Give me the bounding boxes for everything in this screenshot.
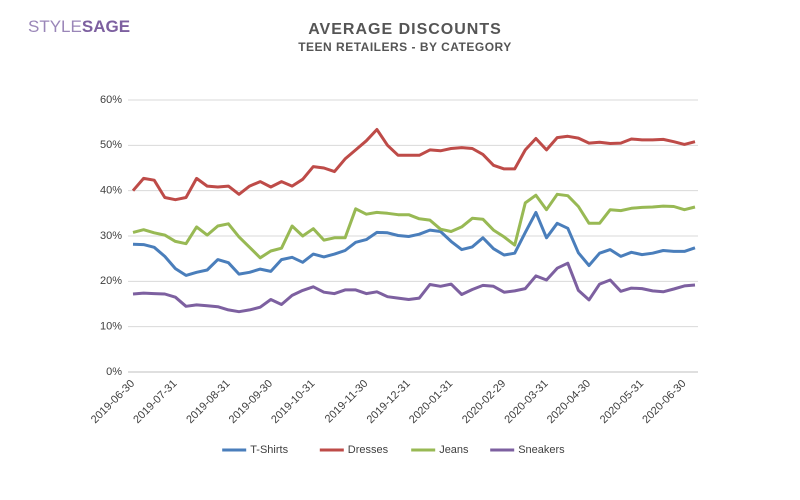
chart-title: AVERAGE DISCOUNTS <box>308 21 502 38</box>
x-tick-label: 2019-12-31 <box>365 378 413 426</box>
x-tick-label: 2020-03-31 <box>502 378 550 426</box>
x-tick-label: 2019-11-30 <box>323 378 371 426</box>
logo-part: STYLE <box>28 17 82 36</box>
logo: STYLESAGE <box>28 17 130 36</box>
x-tick-label: 2019-07-31 <box>131 378 179 426</box>
x-tick-label: 2020-02-29 <box>460 378 508 426</box>
x-tick-label: 2020-05-31 <box>598 378 646 426</box>
series-line <box>132 192 696 260</box>
y-tick-label: 20% <box>100 275 122 287</box>
x-tick-label: 2019-10-31 <box>269 378 317 426</box>
legend-label: Sneakers <box>518 444 565 456</box>
logo-part: SAGE <box>82 17 130 36</box>
series-line <box>131 128 696 202</box>
y-tick-label: 30% <box>100 230 122 242</box>
legend-label: Dresses <box>348 444 389 456</box>
x-tick-label: 2019-09-30 <box>227 378 275 426</box>
y-tick-label: 40% <box>100 185 122 197</box>
legend-label: Jeans <box>439 444 469 456</box>
chart-subtitle: TEEN RETAILERS - BY CATEGORY <box>298 40 512 54</box>
y-tick-label: 0% <box>106 366 122 378</box>
x-tick-label: 2020-04-30 <box>545 378 593 426</box>
y-tick-label: 60% <box>100 94 122 106</box>
x-tick-label: 2020-06-30 <box>640 378 688 426</box>
x-tick-label: 2020-01-31 <box>407 378 455 426</box>
x-tick-label: 2019-08-31 <box>184 378 232 426</box>
legend-label: T-Shirts <box>250 444 288 456</box>
series-line <box>132 210 696 277</box>
x-tick-label: 2019-06-30 <box>89 378 137 426</box>
y-tick-label: 10% <box>100 321 122 333</box>
series-line <box>132 261 696 314</box>
y-tick-label: 50% <box>100 139 122 151</box>
